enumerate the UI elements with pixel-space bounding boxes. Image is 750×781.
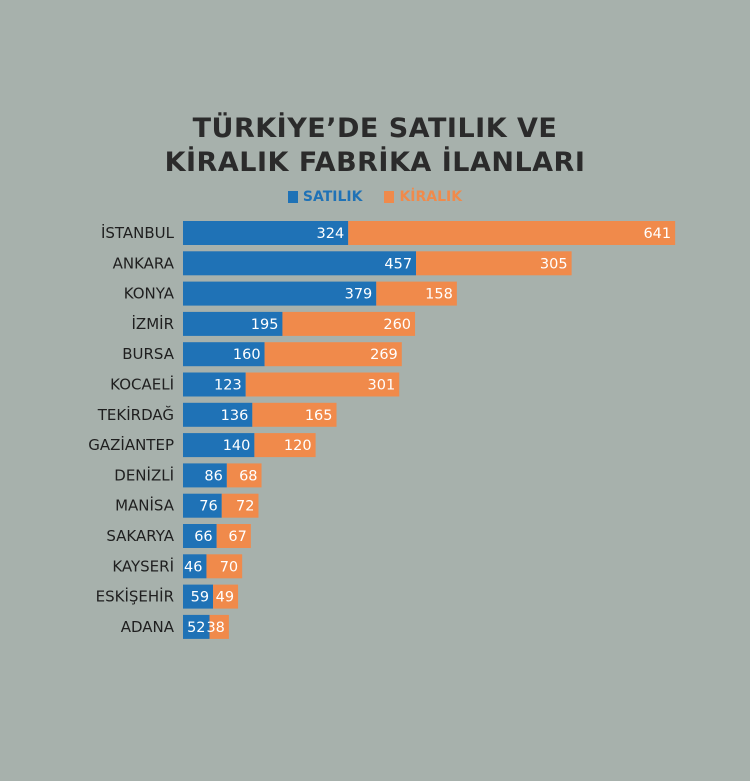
chart-title-line-2: KİRALIK FABRİKA İLANLARI [164,147,586,178]
bar-satilik-row-3 [183,311,283,336]
value-label-kiralik-row-2: 158 [425,287,453,303]
bar-kiralik-row-2 [376,281,457,306]
value-label-kiralik-row-4: 269 [370,347,398,363]
legend-label-kiralik: KİRALIK [399,189,463,205]
category-label-row-11: KAYSERİ [112,556,174,575]
category-label-row-2: KONYA [124,285,175,303]
value-label-kiralik-row-10: 67 [228,529,246,545]
value-label-satilik-row-1: 457 [384,256,412,272]
bar-satilik-row-13 [183,614,210,639]
value-label-kiralik-row-7: 120 [284,438,312,454]
bar-satilik-row-12 [183,584,214,609]
value-label-kiralik-row-12: 49 [216,590,234,606]
value-label-satilik-row-12: 59 [191,590,209,606]
category-label-row-10: SAKARYA [106,527,174,545]
chart-title-line-1: TÜRKİYE’DE SATILIK VE [192,113,558,144]
bar-satilik-row-7 [183,433,255,458]
value-label-kiralik-row-6: 165 [305,408,333,424]
bar-satilik-row-0 [183,221,349,245]
bar-kiralik-row-8 [226,463,262,488]
bar-satilik-row-11 [183,554,207,579]
category-label-row-1: ANKARA [113,254,175,272]
value-label-satilik-row-11: 46 [184,559,202,575]
value-label-kiralik-row-5: 301 [368,378,396,394]
value-label-satilik-row-8: 86 [204,468,222,484]
bar-kiralik-row-6 [252,402,337,427]
value-label-kiralik-row-11: 70 [220,559,238,575]
bar-satilik-row-4 [183,342,265,367]
bar-kiralik-row-7 [254,433,316,458]
category-label-row-12: ESKİŞEHİR [96,587,174,606]
value-label-satilik-row-9: 76 [199,499,217,515]
bar-kiralik-row-5 [245,372,400,397]
value-label-kiralik-row-9: 72 [236,499,254,515]
bar-satilik-row-1 [183,251,417,276]
value-label-kiralik-row-0: 641 [643,226,671,242]
bar-kiralik-row-1 [416,251,572,276]
category-label-row-6: TEKİRDAĞ [97,405,174,424]
value-label-satilik-row-5: 123 [214,378,242,394]
value-label-kiralik-row-8: 68 [239,468,257,484]
bar-kiralik-row-0 [348,221,676,245]
category-label-row-3: İZMİR [132,314,175,333]
bar-satilik-row-8 [183,463,227,488]
value-label-kiralik-row-1: 305 [540,256,568,272]
value-label-satilik-row-6: 136 [221,408,249,424]
bar-kiralik-row-11 [206,554,243,579]
bar-satilik-row-9 [183,493,222,518]
legend: SATILIK KİRALIK [0,189,750,205]
bar-kiralik-row-9 [221,493,259,518]
value-label-satilik-row-4: 160 [233,347,261,363]
bar-kiralik-row-12 [213,584,239,609]
value-label-satilik-row-3: 195 [251,317,279,333]
legend-swatch-kiralik [384,191,395,203]
bar-kiralik-row-13 [209,614,229,639]
bar-satilik-row-10 [183,524,217,548]
value-label-kiralik-row-3: 260 [383,317,411,333]
value-label-satilik-row-7: 140 [223,438,251,454]
legend-label-satilik: SATILIK [302,189,363,205]
legend-item-satilik: SATILIK [287,189,363,205]
bar-satilik-row-5 [183,372,246,397]
value-label-satilik-row-13: 52 [187,620,205,636]
bar-kiralik-row-10 [216,524,251,548]
legend-item-kiralik: KİRALIK [384,189,462,205]
category-label-row-8: DENİZLİ [114,465,174,484]
value-label-kiralik-row-13: 38 [206,620,224,636]
category-label-row-13: ADANA [121,618,175,636]
value-label-satilik-row-10: 66 [194,529,212,545]
value-label-satilik-row-0: 324 [317,226,345,242]
bar-satilik-row-2 [183,281,377,306]
bar-satilik-row-6 [183,402,253,427]
category-label-row-5: KOCAELİ [110,375,174,394]
category-label-row-4: BURSA [122,345,174,363]
bar-kiralik-row-4 [264,342,402,367]
value-label-satilik-row-2: 379 [345,287,373,303]
legend-swatch-satilik [287,191,298,203]
category-label-row-0: İSTANBUL [101,223,175,242]
category-label-row-9: MANİSA [115,496,175,515]
category-label-row-7: GAZİANTEP [88,435,174,454]
bar-kiralik-row-3 [282,311,416,336]
